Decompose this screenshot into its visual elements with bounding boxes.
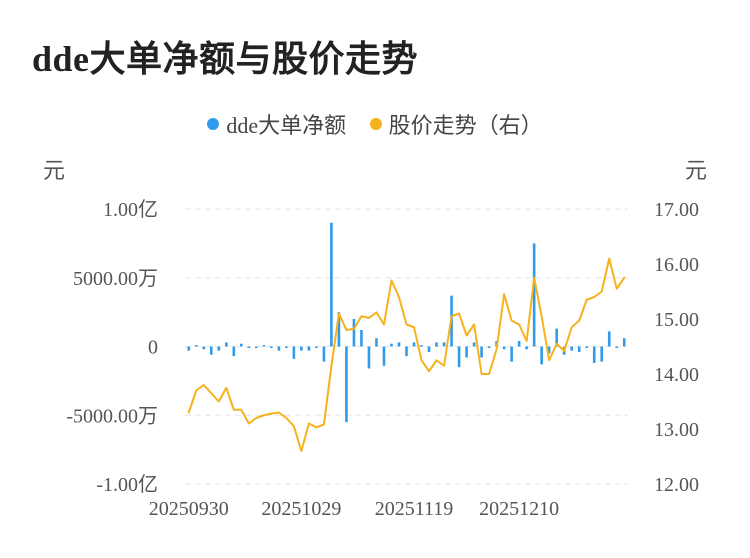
bar <box>615 346 619 348</box>
bar <box>405 346 408 357</box>
bar <box>352 319 356 347</box>
legend-item-dde[interactable]: dde大单净额 <box>207 108 346 140</box>
legend-dot-price <box>369 118 382 130</box>
bar <box>487 346 491 348</box>
bar <box>292 346 296 359</box>
bar <box>555 328 558 347</box>
bar <box>510 346 513 362</box>
bar <box>225 342 228 347</box>
chart-title: dde大单净额与股价走势 <box>32 39 419 79</box>
bar <box>187 346 191 351</box>
bar <box>217 346 221 351</box>
bar <box>540 346 543 365</box>
bar <box>194 345 198 347</box>
bar <box>547 346 551 354</box>
bar <box>585 346 588 348</box>
bar <box>435 342 438 347</box>
bar <box>532 243 536 347</box>
right-tick-label: 15.00 <box>654 309 699 331</box>
bar <box>517 341 521 347</box>
bar <box>337 312 341 347</box>
bar <box>480 346 483 358</box>
right-tick-label: 16.00 <box>654 254 699 276</box>
legend-label-dde: dde大单净额 <box>226 113 347 138</box>
bar <box>442 342 446 347</box>
bar <box>360 330 363 347</box>
bar <box>390 343 393 347</box>
bar <box>375 338 378 347</box>
right-tick-label: 13.00 <box>654 419 699 441</box>
bar <box>270 346 273 348</box>
legend-label-price: 股价走势（右） <box>388 113 543 138</box>
axes: 元 元 1.00亿 5000.00万 0 -5000.00万 -1.00亿 17.00 16… <box>43 158 707 520</box>
left-tick-label: 1.00亿 <box>103 198 158 221</box>
left-tick-label: -1.00亿 <box>96 473 158 496</box>
bar <box>397 342 401 347</box>
bar <box>525 346 528 350</box>
right-tick-label: 14.00 <box>654 364 699 386</box>
bar <box>255 346 258 348</box>
bar <box>285 346 288 348</box>
left-tick-label: 0 <box>148 337 158 359</box>
price-line <box>187 257 626 452</box>
bar <box>247 346 251 348</box>
bar <box>202 346 206 350</box>
bar <box>592 346 596 363</box>
bar <box>420 345 423 347</box>
line-series-price <box>187 257 626 452</box>
bar <box>607 331 611 347</box>
bar <box>465 346 468 358</box>
bar <box>232 346 236 357</box>
bar <box>570 346 573 351</box>
bar <box>315 346 318 348</box>
bar <box>622 338 626 347</box>
bar <box>209 346 213 355</box>
bar <box>367 346 371 369</box>
bar <box>277 346 281 351</box>
bar <box>600 346 604 362</box>
right-tick-label: 12.00 <box>654 474 699 496</box>
bar <box>382 346 386 366</box>
bar <box>330 222 333 347</box>
gridlines <box>185 208 628 485</box>
right-axis-unit: 元 <box>685 158 707 183</box>
bar <box>412 342 416 347</box>
bar <box>457 346 461 368</box>
x-tick-label: 20251210 <box>479 498 559 520</box>
bar <box>345 346 348 423</box>
legend-dot-dde <box>207 118 220 130</box>
legend: dde大单净额 股价走势（右） <box>0 108 750 140</box>
left-axis-unit: 元 <box>43 158 65 183</box>
left-tick-label: 5000.00万 <box>73 268 158 290</box>
bar <box>472 342 476 347</box>
bar <box>262 345 266 347</box>
bar <box>307 346 311 351</box>
bar <box>240 343 243 347</box>
legend-item-price[interactable]: 股价走势（右） <box>369 108 543 140</box>
right-tick-label: 17.00 <box>654 199 699 221</box>
bar <box>300 346 303 351</box>
x-tick-label: 20250930 <box>149 498 229 520</box>
left-tick-label: -5000.00万 <box>66 405 158 427</box>
bar <box>502 346 506 350</box>
x-tick-label: 20251119 <box>375 498 454 520</box>
bar <box>427 346 431 352</box>
bar <box>577 346 581 352</box>
x-tick-label: 20251029 <box>261 498 341 520</box>
bar <box>322 346 326 362</box>
